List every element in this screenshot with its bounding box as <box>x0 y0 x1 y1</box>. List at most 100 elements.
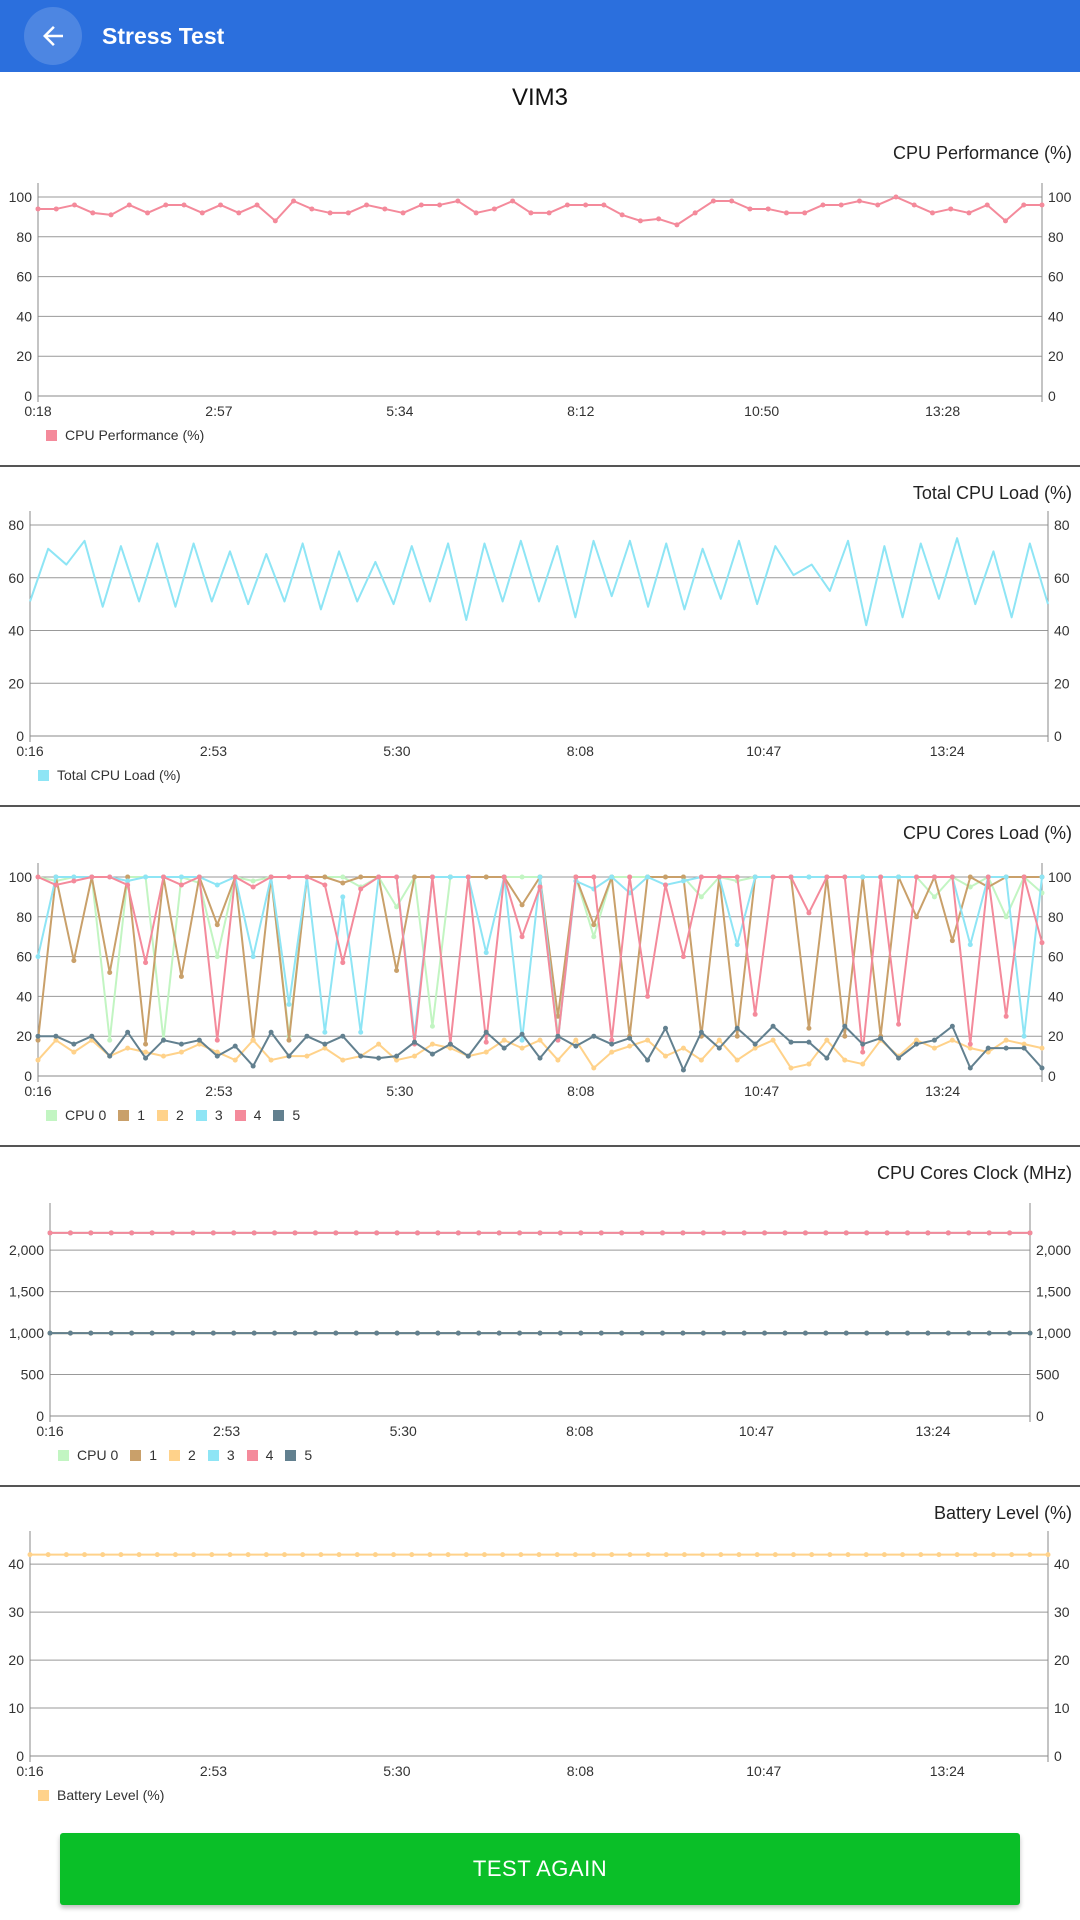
data-point <box>591 1033 597 1039</box>
data-point <box>881 1552 887 1558</box>
data-point <box>394 1330 400 1336</box>
data-point <box>304 1053 310 1059</box>
data-point <box>762 1330 768 1336</box>
data-point <box>483 950 489 956</box>
x-tick-label: 8:12 <box>567 403 594 419</box>
legend-label: CPU 0 <box>65 1107 107 1123</box>
data-point <box>483 1049 489 1055</box>
data-point <box>143 1055 149 1061</box>
y-tick-label-left: 40 <box>16 988 32 1004</box>
data-point <box>435 1330 441 1336</box>
y-tick-label-left: 60 <box>8 570 24 586</box>
data-point <box>161 1053 166 1059</box>
data-point <box>936 1552 942 1558</box>
y-tick-label-left: 20 <box>16 1028 32 1044</box>
data-point <box>741 1330 747 1336</box>
data-point <box>227 1552 233 1558</box>
data-point <box>309 206 315 212</box>
y-tick-label-right: 20 <box>1048 1028 1064 1044</box>
legend-label: Total CPU Load (%) <box>57 767 181 783</box>
data-point <box>645 874 651 880</box>
data-point <box>860 874 866 880</box>
data-point <box>637 218 643 224</box>
data-point <box>210 1330 216 1336</box>
legend-item: CPU Performance (%) <box>46 427 204 443</box>
data-point <box>312 1230 318 1236</box>
x-tick-label: 10:47 <box>744 1083 779 1099</box>
data-point <box>53 882 59 888</box>
data-point <box>481 1552 487 1558</box>
data-point <box>409 1552 415 1558</box>
data-point <box>82 1552 88 1558</box>
y-tick-label-right: 80 <box>1054 517 1070 533</box>
data-point <box>447 1041 453 1047</box>
data-point <box>680 1045 686 1051</box>
data-point <box>161 1037 166 1043</box>
data-point <box>170 1230 175 1236</box>
y-tick-label-left: 100 <box>9 869 33 885</box>
data-point <box>364 202 370 208</box>
data-point <box>931 1045 937 1051</box>
data-point <box>985 1045 991 1051</box>
data-point <box>710 198 716 204</box>
y-tick-label-left: 0 <box>24 1068 32 1084</box>
data-point <box>734 942 740 948</box>
y-tick-label-left: 0 <box>36 1408 44 1424</box>
data-point <box>1007 1230 1013 1236</box>
y-tick-label-left: 60 <box>16 269 32 285</box>
data-point <box>914 914 919 920</box>
data-point <box>583 202 589 208</box>
data-point <box>949 1037 955 1043</box>
chart-total-cpu-load-plot: 0 0 20 20 40 40 60 60 80 80 0:16 2:53 5:30 8:08 10:47 1… <box>8 511 1070 759</box>
y-tick-label-left: 100 <box>9 189 33 205</box>
data-point <box>591 874 597 880</box>
data-point <box>455 1230 461 1236</box>
data-point <box>519 1031 525 1037</box>
arrow-left-icon <box>43 26 63 46</box>
x-tick-label: 2:53 <box>213 1423 240 1439</box>
data-point <box>136 1552 142 1558</box>
data-point <box>845 1552 851 1558</box>
data-point <box>263 1552 269 1558</box>
data-point <box>1003 1013 1009 1019</box>
data-point <box>391 1552 397 1558</box>
data-point <box>108 212 114 218</box>
data-point <box>578 1330 584 1336</box>
data-point <box>374 1330 380 1336</box>
x-tick-label: 0:16 <box>36 1423 63 1439</box>
data-point <box>232 1057 238 1063</box>
chart-title: Battery Level (%) <box>933 1503 1072 1523</box>
chart-cpu-cores-clock: CPU Cores Clock (MHz) 0 0 500 500 1,000 1,000… <box>0 1145 1080 1487</box>
legend-item: Battery Level (%) <box>38 1787 164 1803</box>
data-point <box>250 878 256 884</box>
data-point <box>842 1033 848 1039</box>
y-tick-label-left: 20 <box>8 1652 24 1668</box>
legend-item: 3 <box>195 1107 223 1123</box>
data-point <box>914 1037 919 1043</box>
data-point <box>578 1230 584 1236</box>
test-again-button[interactable]: TEST AGAIN <box>60 1833 1020 1905</box>
data-point <box>537 1037 543 1043</box>
data-point <box>645 993 651 999</box>
data-point <box>680 878 686 884</box>
data-point <box>925 1330 931 1336</box>
x-tick-label: 5:30 <box>383 743 410 759</box>
data-point <box>1003 1045 1009 1051</box>
data-point <box>518 1552 524 1558</box>
y-tick-label-right: 100 <box>1048 869 1072 885</box>
data-point <box>455 1330 461 1336</box>
data-point <box>555 1033 561 1039</box>
data-point <box>823 1230 829 1236</box>
data-point <box>107 1037 113 1043</box>
y-tick-label-left: 80 <box>8 517 24 533</box>
data-point <box>864 1330 870 1336</box>
back-button[interactable] <box>24 7 82 65</box>
data-point <box>149 1230 155 1236</box>
data-point <box>564 202 570 208</box>
data-point <box>591 1065 597 1071</box>
data-point <box>35 1057 41 1063</box>
y-tick-label-right: 0 <box>1048 1068 1056 1084</box>
data-point <box>986 1230 992 1236</box>
data-point <box>627 1035 633 1041</box>
data-point <box>100 1552 106 1558</box>
